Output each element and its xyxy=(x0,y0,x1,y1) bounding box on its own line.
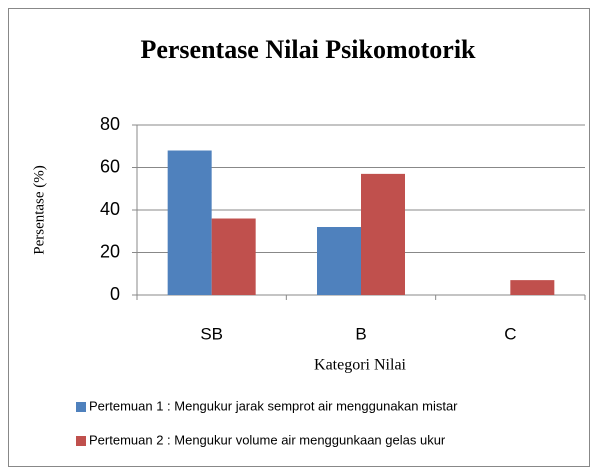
y-tick-label: 40 xyxy=(100,199,120,219)
legend-swatch xyxy=(76,436,86,446)
chart-title: Persentase Nilai Psikomotorik xyxy=(140,35,476,64)
y-tick-label: 0 xyxy=(110,284,120,304)
x-tick-label: SB xyxy=(200,324,223,343)
legend-label: Pertemuan 2 : Mengukur volume air menggu… xyxy=(89,432,446,447)
legend-label: Pertemuan 1 : Mengukur jarak semprot air… xyxy=(89,398,458,413)
bar xyxy=(361,173,405,295)
y-tick-label: 60 xyxy=(100,156,120,176)
y-axis-label: Persentase (%) xyxy=(31,165,47,255)
y-tick-label: 80 xyxy=(100,114,120,134)
bar xyxy=(317,227,361,295)
bar xyxy=(167,150,212,295)
chart-border xyxy=(8,8,590,467)
x-tick-label: C xyxy=(504,324,516,343)
bar xyxy=(211,218,256,295)
x-axis-label: Kategori Nilai xyxy=(314,357,407,374)
y-tick-label: 20 xyxy=(100,241,120,261)
x-tick-label: B xyxy=(355,324,366,343)
legend-swatch xyxy=(76,402,86,412)
bar xyxy=(510,280,555,295)
